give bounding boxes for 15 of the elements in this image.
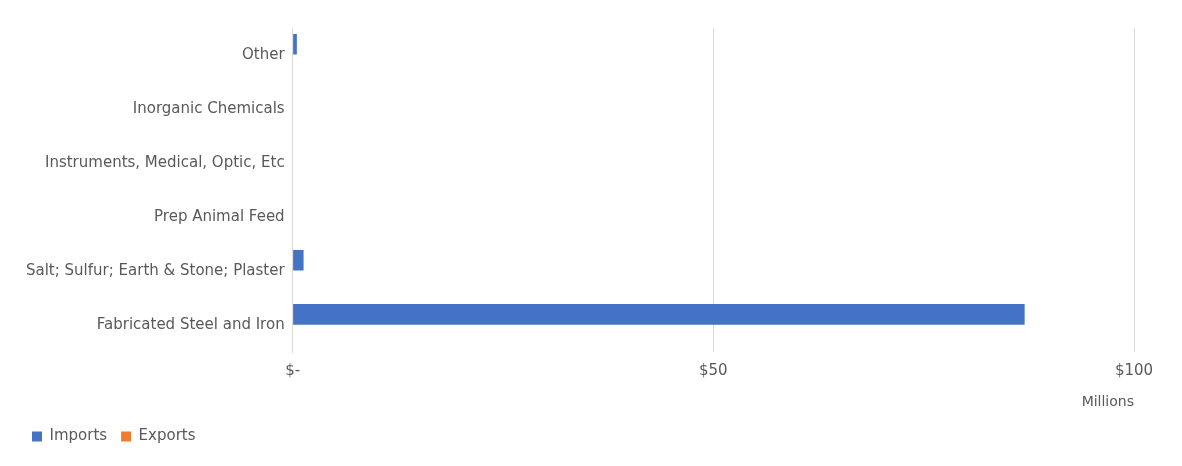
y-tick-label: Fabricated Steel and Iron [96, 315, 285, 334]
legend-label: Exports [138, 426, 196, 445]
legend-label: Imports [49, 426, 108, 445]
x-tick-label: $50 [699, 361, 728, 380]
y-tick-label: Instruments, Medical, Optic, Etc [44, 152, 285, 171]
x-tick-label: $- [285, 361, 301, 380]
y-tick-label: Other [242, 44, 286, 63]
bar [293, 304, 1025, 325]
x-axis-title: Millions [1081, 393, 1134, 410]
y-tick-label: Salt; Sulfur; Earth & Stone; Plaster [25, 261, 286, 280]
y-tick-label: Prep Animal Feed [154, 207, 285, 226]
x-tick-label: $100 [1114, 361, 1154, 380]
y-tick-label: Inorganic Chemicals [132, 98, 285, 117]
bar [293, 33, 297, 55]
bar [293, 250, 304, 271]
